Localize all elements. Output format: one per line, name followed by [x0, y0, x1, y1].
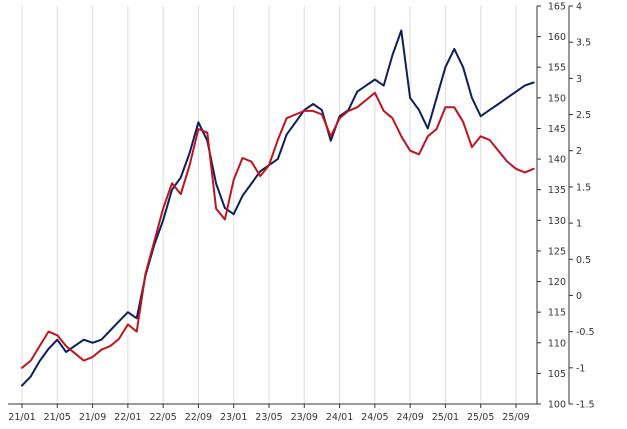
y-left-tick-label: 140	[548, 155, 566, 166]
y-right-tick-label: 3.5	[576, 38, 591, 49]
y-left-tick-label: 150	[548, 93, 566, 104]
x-tick-label: 25/09	[502, 412, 529, 423]
x-tick-label: 22/05	[149, 412, 176, 423]
x-tick-label: 24/05	[361, 412, 388, 423]
x-tick-label: 24/01	[326, 412, 353, 423]
y-left-tick-label: 110	[548, 338, 566, 349]
y-right-tick-label: 4	[576, 2, 582, 13]
y-right-tick-label: 1	[576, 219, 582, 230]
x-tick-label: 23/01	[220, 412, 247, 423]
x-tick-label: 23/09	[291, 412, 318, 423]
y-right-tick-label: 2.5	[576, 110, 591, 121]
y-left-tick-label: 100	[548, 400, 566, 411]
y-right-tick-label: 2	[576, 146, 582, 157]
x-tick-label: 25/05	[467, 412, 494, 423]
y-left-tick-label: 155	[548, 63, 566, 74]
y-right-tick-label: -1.5	[576, 400, 595, 411]
y-left-tick-label: 125	[548, 246, 566, 257]
y-left-tick-label: 165	[548, 2, 566, 13]
y-left-tick-label: 105	[548, 369, 566, 380]
y-right-tick-label: 1.5	[576, 182, 591, 193]
y-left-tick-label: 130	[548, 216, 566, 227]
y-left-tick-label: 145	[548, 124, 566, 135]
y-right-tick-label: 0	[576, 291, 582, 302]
x-tick-label: 21/09	[79, 412, 106, 423]
x-tick-label: 22/09	[185, 412, 212, 423]
x-tick-label: 21/05	[44, 412, 71, 423]
y-left-tick-label: 120	[548, 277, 566, 288]
x-tick-label: 21/01	[8, 412, 35, 423]
y-left-tick-label: 115	[548, 308, 566, 319]
series-line-red	[21, 91, 535, 369]
x-tick-label: 22/01	[114, 412, 141, 423]
y-left-tick-label: 160	[548, 32, 566, 43]
y-left-tick-label: 135	[548, 185, 566, 196]
x-tick-label: 23/05	[255, 412, 282, 423]
y-right-tick-label: 0.5	[576, 255, 591, 266]
y-right-tick-label: -1	[576, 363, 585, 374]
y-right-tick-label: 3	[576, 74, 582, 85]
x-tick-label: 24/09	[396, 412, 423, 423]
series-line-blue	[21, 29, 535, 387]
x-tick-label: 25/01	[432, 412, 459, 423]
y-right-tick-label: -0.5	[576, 327, 595, 338]
